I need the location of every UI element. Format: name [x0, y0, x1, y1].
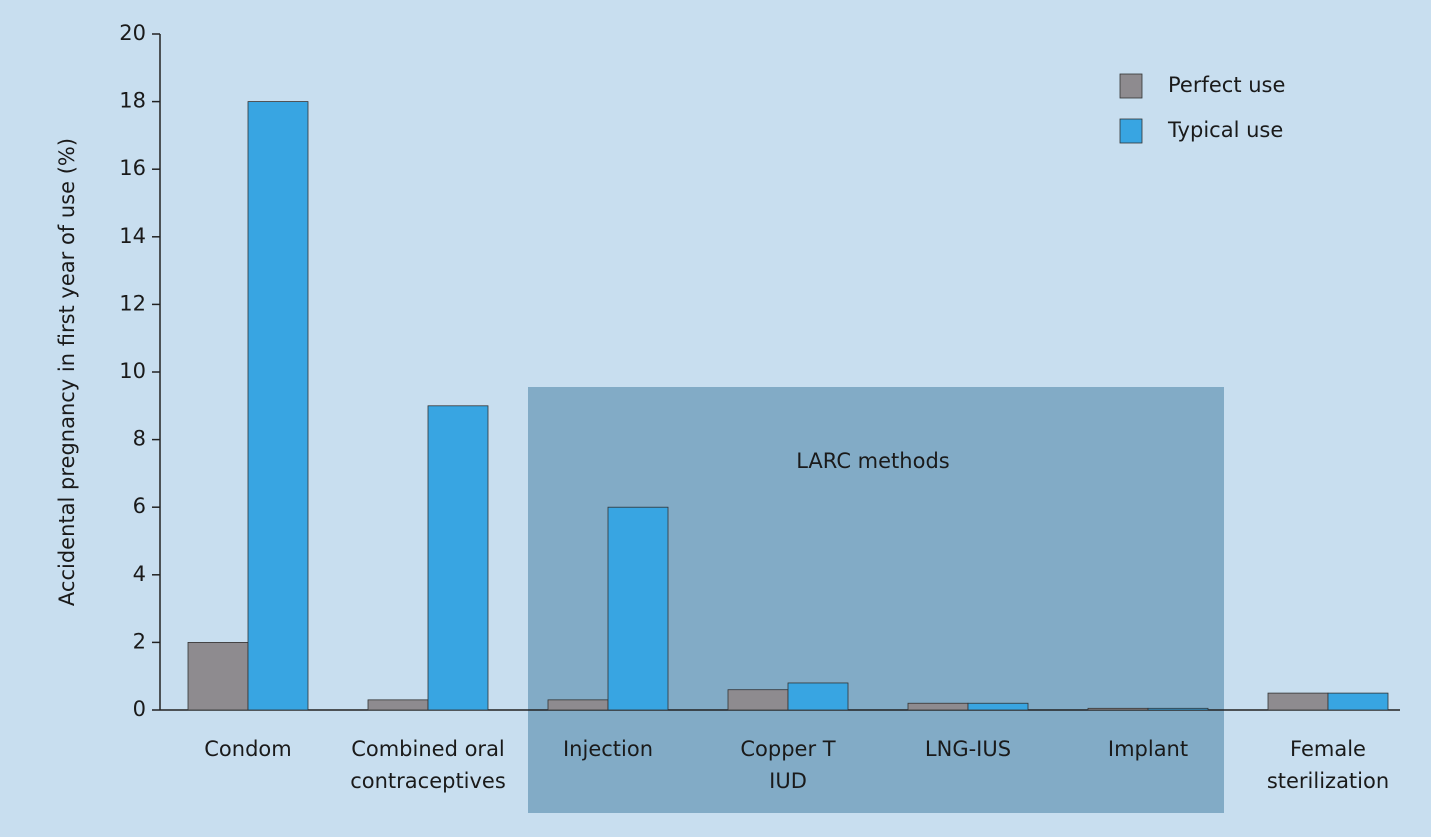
legend-label: Perfect use	[1168, 73, 1285, 97]
bar	[1327, 692, 1389, 711]
y-tick-label: 18	[119, 89, 146, 113]
bar	[967, 702, 1029, 711]
y-tick-label: 6	[133, 494, 146, 518]
x-tick-label-line: contraceptives	[350, 769, 506, 793]
y-tick-label: 14	[119, 224, 146, 248]
bar	[727, 689, 789, 711]
x-tick-label-line: Injection	[563, 737, 653, 761]
bar	[427, 405, 489, 711]
x-tick-label: Implant	[1108, 737, 1188, 761]
x-tick-label-line: Female	[1290, 737, 1366, 761]
x-tick-label: Combined oral contraceptives	[350, 737, 506, 793]
y-tick-label: 4	[133, 562, 146, 586]
y-tick-label: 8	[133, 427, 146, 451]
x-tick-label-line: LNG-IUS	[925, 737, 1011, 761]
y-tick-label: 10	[119, 359, 146, 383]
legend-swatch	[1119, 118, 1143, 144]
bar	[607, 506, 669, 711]
x-tick-label-line: sterilization	[1267, 769, 1389, 793]
bar	[547, 699, 609, 711]
legend-swatch	[1119, 73, 1143, 99]
annotation: LARC methods	[796, 449, 949, 473]
y-tick-label: 0	[133, 697, 146, 721]
bar	[787, 682, 849, 711]
x-tick-label: Copper T IUD	[740, 737, 835, 793]
x-tick-label-line: Copper T	[740, 737, 835, 761]
bar	[1087, 707, 1149, 711]
y-tick-label: 12	[119, 291, 146, 315]
x-tick-label: LNG-IUS	[925, 737, 1011, 761]
y-tick-label: 20	[119, 21, 146, 45]
x-tick-label: Condom	[204, 737, 291, 761]
bar	[1267, 692, 1329, 711]
bar	[247, 101, 309, 711]
y-axis-label: Accidental pregnancy in first year of us…	[55, 138, 79, 606]
y-tick-label: 2	[133, 629, 146, 653]
x-tick-label-line: Combined oral	[351, 737, 505, 761]
x-tick-label: Injection	[563, 737, 653, 761]
y-tick-label: 16	[119, 156, 146, 180]
bar	[367, 699, 429, 711]
x-tick-label-line: Condom	[204, 737, 291, 761]
bar	[907, 702, 969, 711]
x-tick-label-line: Implant	[1108, 737, 1188, 761]
bar	[1147, 707, 1209, 711]
x-tick-label-line: IUD	[769, 769, 807, 793]
bar	[187, 642, 249, 711]
x-tick-label: Female sterilization	[1267, 737, 1389, 793]
legend-label: Typical use	[1167, 118, 1283, 142]
